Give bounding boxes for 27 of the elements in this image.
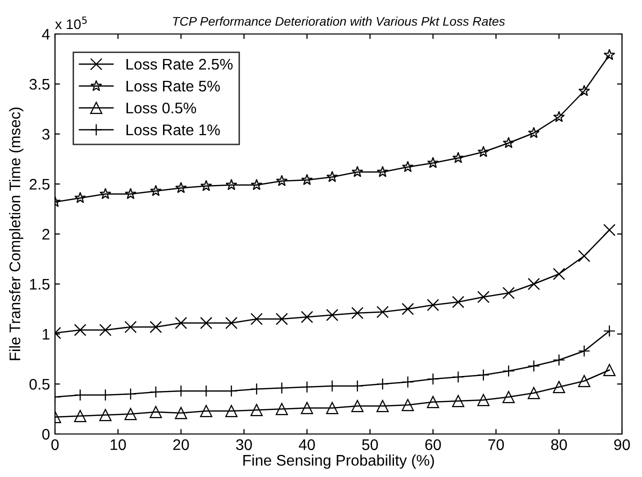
legend-label: Loss Rate 5% bbox=[126, 80, 220, 92]
y-tick-label: 1 bbox=[42, 329, 50, 340]
legend-label: Loss 0.5% bbox=[126, 102, 196, 114]
x-axis-title: Fine Sensing Probability (%) bbox=[243, 454, 434, 469]
x-tick-label: 80 bbox=[551, 439, 567, 450]
x-tick-label: 90 bbox=[614, 439, 630, 450]
y-tick-label: 2 bbox=[42, 228, 50, 240]
y-tick-label: 2.5 bbox=[30, 178, 50, 190]
legend-label: Loss Rate 1% bbox=[126, 124, 220, 136]
x-tick-label: 30 bbox=[236, 439, 252, 450]
x-tick-label: 40 bbox=[298, 439, 315, 450]
y-tick-label: 1.5 bbox=[30, 279, 50, 290]
x-tick-label: 60 bbox=[425, 439, 441, 450]
x-tick-label: 0 bbox=[51, 439, 59, 450]
chart-title: TCP Performance Deterioration with Various Pkt Loss Rates bbox=[173, 16, 505, 26]
y-tick-label: 3 bbox=[42, 128, 50, 140]
y-tick-label: 0.5 bbox=[30, 378, 50, 390]
text: x 10$^{5}$ bbox=[55, 16, 87, 30]
x-tick-label: 50 bbox=[362, 439, 378, 450]
y-tick-label: 3.5 bbox=[29, 78, 50, 90]
x-tick-label: 10 bbox=[110, 439, 126, 450]
x-tick-label: 70 bbox=[488, 439, 504, 450]
legend-label: Loss Rate 2.5% bbox=[126, 58, 233, 70]
y-tick-label: 0 bbox=[42, 428, 50, 440]
y-tick-label: 4 bbox=[42, 29, 50, 40]
x-tick-label: 20 bbox=[173, 439, 189, 450]
y-axis-title: File Transfer Completion Time (msec) bbox=[9, 108, 24, 360]
